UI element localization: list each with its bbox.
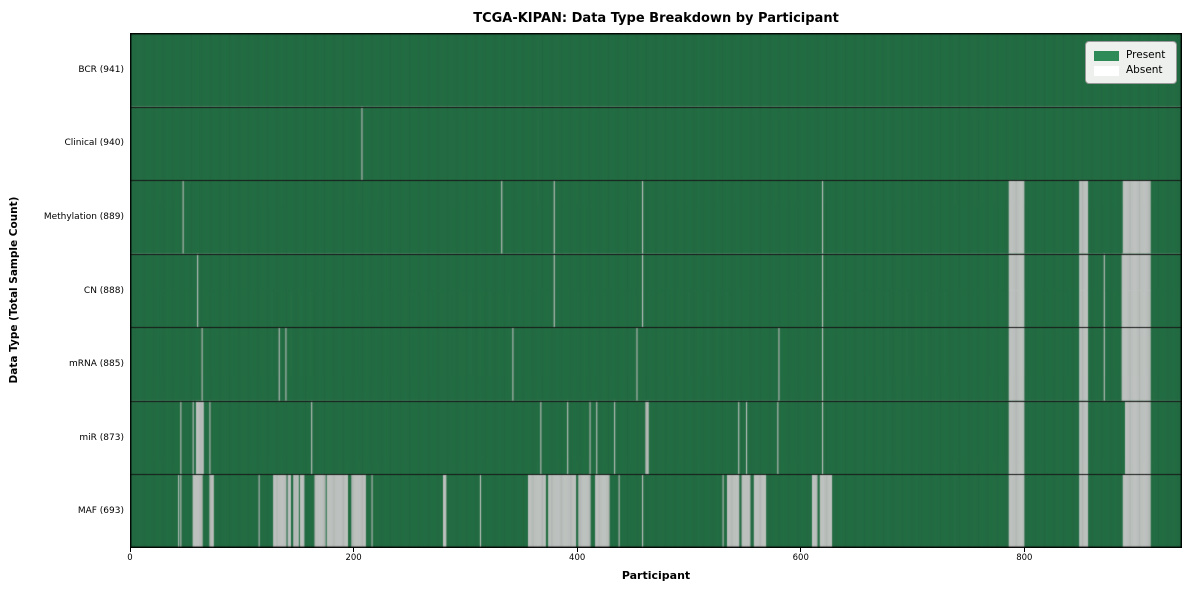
x-tick-label: 600 xyxy=(792,553,809,563)
row-label-mrna: mRNA (885) xyxy=(69,359,124,370)
legend-item-absent: Absent xyxy=(1094,63,1168,78)
x-tick-mark xyxy=(129,548,131,552)
x-tick-mark xyxy=(576,548,578,552)
legend-label-absent: Absent xyxy=(1126,64,1163,77)
row-label-cn: CN (888) xyxy=(83,285,124,296)
x-tick-label: 800 xyxy=(1016,553,1033,563)
legend-label-present: Present xyxy=(1126,49,1166,62)
x-tick-mark xyxy=(353,548,355,552)
absent-swatch-icon xyxy=(1094,65,1119,76)
legend-item-present: Present xyxy=(1094,48,1168,63)
row-label-mir: miR (873) xyxy=(79,432,124,443)
x-tick-label: 200 xyxy=(345,553,362,563)
x-tick-mark xyxy=(800,548,802,552)
heatmap-canvas xyxy=(130,33,1182,548)
row-label-clinical: Clinical (940) xyxy=(64,138,124,149)
legend: Present Absent xyxy=(1085,41,1177,84)
chart-title: TCGA-KIPAN: Data Type Breakdown by Parti… xyxy=(473,11,839,26)
present-swatch-icon xyxy=(1094,50,1119,61)
x-tick-label: 0 xyxy=(127,553,133,563)
x-tick-label: 400 xyxy=(569,553,586,563)
x-axis-label: Participant xyxy=(621,569,691,582)
x-tick-mark xyxy=(1023,548,1025,552)
row-label-maf: MAF (693) xyxy=(77,506,124,517)
row-label-bcr: BCR (941) xyxy=(78,64,124,75)
row-label-methylation: Methylation (889) xyxy=(43,211,124,222)
